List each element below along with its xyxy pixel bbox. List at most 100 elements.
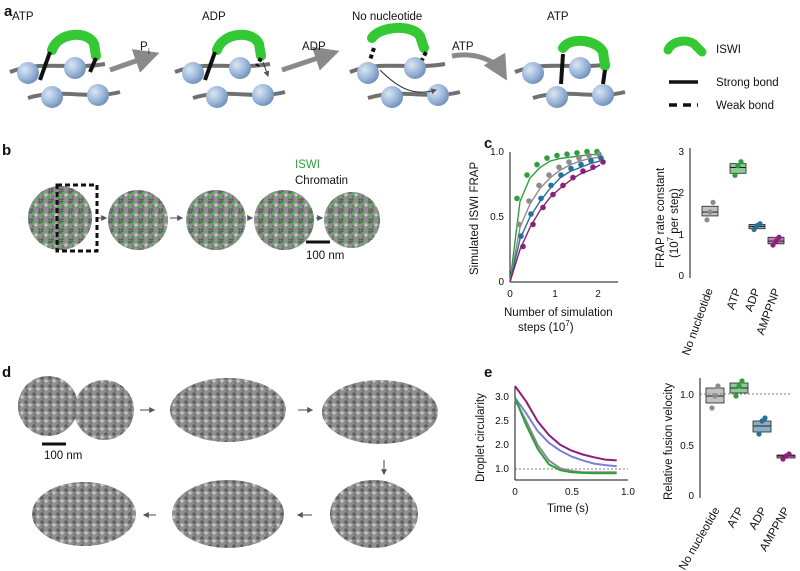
state-label-1: ATP [12, 11, 34, 23]
category-label: ATP [725, 287, 744, 312]
iswi-legend-icon [663, 36, 707, 57]
data-point [786, 451, 792, 457]
tick-label: 0 [512, 487, 518, 498]
droplet-fusing-2 [170, 378, 286, 442]
category-label: ADP [743, 287, 762, 314]
data-point [540, 204, 546, 211]
y-axis-label-units: (107 per step) [666, 188, 681, 258]
chromatin-droplet-5 [324, 192, 380, 248]
x-axis-label-line1: Number of simulation [504, 307, 613, 319]
panel-d: d 100 nm [2, 364, 438, 548]
category-label: ATP [725, 505, 746, 530]
tick-label: 2.5 [495, 416, 509, 427]
chromatin-droplet-4 [254, 190, 314, 250]
iswi-icon [212, 29, 266, 61]
category-label: No nucleotide [677, 506, 723, 571]
data-point [530, 221, 536, 228]
chart-e-right: 1.0 0.5 0 Relative fusion velocity No nu… [663, 378, 796, 571]
tick-label: 2 [678, 188, 684, 199]
iswi-icon [367, 23, 429, 53]
arrow-atp-label: ATP [452, 41, 474, 53]
legend-iswi: ISWI [716, 44, 741, 56]
data-point [732, 172, 738, 178]
y-axis-label: Relative fusion velocity [663, 383, 675, 500]
nucleosome-icon [404, 57, 426, 79]
data-point [735, 162, 741, 169]
data-point [580, 168, 586, 174]
legend-strong: Strong bond [716, 77, 779, 89]
panel-a-letter: a [4, 3, 13, 20]
plot-area [701, 159, 785, 248]
droplet-pair-1a [18, 376, 78, 436]
data-point [546, 172, 552, 178]
nucleosome-icon [522, 62, 544, 84]
data-point [520, 243, 526, 250]
nucleosome-icon [381, 86, 403, 108]
droplet-fusing-5 [172, 480, 284, 548]
label-iswi: ISWI [295, 159, 320, 171]
panel-b: b ISWI Chromatin 100 nm [2, 142, 380, 262]
tick-label: 1.0 [680, 390, 694, 401]
tick-label: 0 [507, 289, 513, 300]
y-axis-label: Simulated ISWI FRAP [469, 162, 481, 275]
state-label-3: No nucleotide [352, 11, 422, 23]
data-point [574, 150, 580, 156]
chromatin-droplet-2 [108, 190, 168, 250]
tick-label: 0.5 [490, 212, 504, 223]
panel-e-letter: e [484, 364, 492, 381]
plot-area [514, 385, 617, 475]
data-point [526, 198, 532, 204]
data-point [566, 159, 572, 165]
tick-label: 0.5 [565, 487, 579, 498]
droplet-fusing-4 [330, 480, 418, 548]
nucleosome-icon [427, 84, 449, 106]
data-point [518, 233, 524, 239]
panel-d-letter: d [2, 364, 11, 381]
data-point [707, 209, 713, 215]
tick-label: 3 [678, 147, 684, 158]
data-point [733, 393, 739, 399]
y-ticks: 1.0 0.5 0 [490, 147, 504, 288]
series-line-2 [514, 399, 617, 474]
arrow-atp: ATP [451, 41, 508, 81]
arrow-pi-subscript: i [148, 47, 150, 56]
tick-label: 0 [678, 271, 684, 282]
data-point [704, 217, 710, 223]
chromatin-droplet-3 [186, 190, 246, 250]
nucleosome-icon [64, 57, 86, 79]
arrow-pi: P i [109, 41, 160, 73]
data-point [710, 199, 716, 205]
data-point [712, 393, 718, 399]
nucleosome-icon [252, 84, 274, 106]
data-point [568, 165, 574, 172]
data-point [548, 182, 554, 189]
droplet-fusing-3 [322, 380, 438, 444]
panel-e: e 3.0 2.5 2.0 1.0 0 0.5 1.0 Droplet circ… [475, 364, 796, 571]
chart-c-left: 1.0 0.5 0 0 1 2 Simulated ISWI FRAP Numb… [469, 147, 618, 334]
data-point [770, 242, 776, 248]
nucleosome-icon [182, 62, 204, 84]
arrow-pi-label: P [140, 41, 148, 53]
nucleosome-icon [17, 62, 39, 84]
data-point [528, 211, 534, 217]
data-point [550, 191, 556, 198]
tick-label: 2.0 [495, 440, 509, 451]
data-point [736, 383, 742, 389]
nucleosome-icon [546, 86, 568, 108]
data-point [590, 164, 596, 170]
data-point [564, 151, 570, 157]
tick-label: 0.5 [680, 441, 694, 452]
series-line-1 [514, 397, 617, 468]
plot-area [705, 378, 796, 462]
iswi-icon [558, 35, 610, 71]
data-point [751, 226, 757, 233]
chromatin-droplet-1 [28, 186, 92, 250]
data-point [554, 152, 560, 159]
data-point [762, 415, 768, 421]
data-point [756, 431, 762, 437]
series-line-1 [509, 156, 601, 283]
state-label-2: ADP [202, 11, 226, 23]
panel-b-letter: b [2, 142, 11, 159]
data-point [576, 155, 582, 161]
